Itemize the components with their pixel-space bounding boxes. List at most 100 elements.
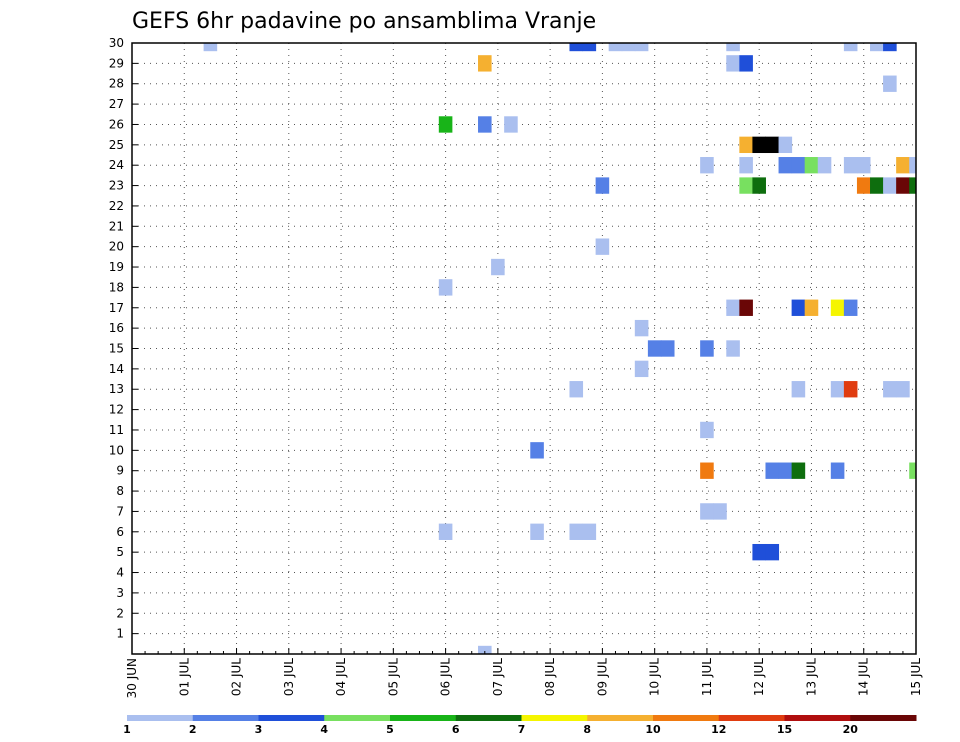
x-tick-label: 30 JUN — [125, 658, 139, 698]
precip-cell — [909, 462, 916, 479]
y-tick-label: 17 — [109, 301, 124, 315]
precip-cell — [726, 340, 740, 357]
colorbar-label: 12 — [711, 723, 726, 736]
y-tick-label: 24 — [109, 158, 124, 172]
x-tick-label: 11 JUL — [700, 658, 714, 696]
precip-cell — [634, 360, 649, 378]
precip-cell — [830, 299, 845, 316]
precip-cell — [739, 157, 753, 174]
colorbar-swatch — [390, 715, 457, 721]
precip-cell — [530, 523, 544, 540]
y-tick-label: 15 — [109, 342, 124, 356]
precip-cell — [478, 116, 492, 133]
y-tick-label: 22 — [109, 199, 124, 213]
y-tick-label: 25 — [109, 138, 124, 152]
precip-cell — [700, 340, 714, 357]
precip-cell — [595, 238, 610, 255]
precip-cell — [883, 177, 897, 194]
colorbar-swatch — [324, 715, 391, 721]
colorbar-swatch — [192, 715, 259, 721]
precip-cell — [700, 503, 714, 520]
y-axis: 1234567891011121314151617181920212223242… — [109, 36, 138, 641]
y-tick-label: 12 — [109, 403, 124, 417]
y-tick-label: 27 — [109, 97, 124, 111]
x-tick-label: 15 JUL — [909, 658, 923, 696]
x-tick-label: 10 JUL — [648, 658, 662, 696]
x-tick-label: 02 JUL — [230, 658, 244, 696]
data-cells — [203, 43, 916, 654]
colorbar-swatch — [653, 715, 720, 721]
precip-cell — [608, 43, 623, 52]
colorbar-label: 20 — [843, 723, 859, 736]
precip-cell — [726, 55, 740, 72]
precip-cell — [817, 157, 832, 174]
precip-cell — [752, 543, 766, 561]
precip-cell — [700, 421, 714, 439]
precip-cell — [896, 157, 910, 174]
x-tick-label: 08 JUL — [543, 658, 557, 696]
precip-cell — [791, 381, 806, 398]
y-tick-label: 6 — [116, 525, 124, 539]
colorbar-label: 5 — [386, 723, 394, 736]
precip-cell — [739, 136, 753, 154]
precip-cell — [752, 177, 766, 194]
colorbar-label: 4 — [320, 723, 328, 736]
y-tick-label: 28 — [109, 77, 124, 91]
colorbar-swatch — [850, 715, 917, 721]
precip-cell — [830, 462, 845, 479]
precip-cell — [883, 43, 897, 52]
precip-cell — [909, 157, 916, 174]
precip-cell — [504, 116, 518, 133]
colorbar-swatch — [258, 715, 325, 721]
precip-cell — [660, 340, 675, 357]
precip-cell — [843, 157, 858, 174]
precip-cell — [883, 381, 897, 398]
precip-cell — [478, 55, 492, 72]
precip-cell — [870, 177, 884, 194]
precip-cell — [739, 55, 753, 72]
grid-lines — [132, 43, 916, 654]
y-tick-label: 13 — [109, 382, 124, 396]
precip-cell — [856, 157, 871, 174]
precip-cell — [478, 645, 492, 654]
x-tick-label: 13 JUL — [804, 658, 818, 696]
x-tick-label: 06 JUL — [439, 658, 453, 696]
precip-cell — [778, 462, 793, 479]
precip-cell — [726, 299, 740, 316]
precip-cell — [700, 462, 714, 479]
y-tick-label: 26 — [109, 117, 124, 131]
precip-cell — [569, 523, 584, 540]
precip-cell — [804, 157, 819, 174]
precip-cell — [726, 43, 740, 52]
precip-cell — [582, 523, 597, 540]
y-tick-label: 1 — [116, 627, 124, 641]
precip-cell — [870, 43, 884, 52]
x-tick-label: 14 JUL — [857, 658, 871, 696]
x-tick-label: 07 JUL — [491, 658, 505, 696]
precip-cell — [830, 381, 845, 398]
colorbar-label: 2 — [189, 723, 197, 736]
precip-cell — [569, 43, 584, 52]
y-tick-label: 29 — [109, 56, 124, 70]
precip-cell — [778, 157, 793, 174]
precip-cell — [438, 523, 453, 540]
precip-cell — [843, 299, 858, 316]
precip-cell — [909, 177, 916, 194]
colorbar-swatch — [587, 715, 654, 721]
precip-cell — [896, 177, 910, 194]
colorbar-label: 8 — [583, 723, 591, 736]
precip-cell — [203, 43, 218, 52]
y-tick-label: 8 — [116, 484, 124, 498]
colorbar-label: 6 — [452, 723, 460, 736]
y-tick-label: 7 — [116, 504, 124, 518]
precip-cell — [765, 462, 780, 479]
precip-cell — [791, 462, 806, 479]
x-tick-label: 04 JUL — [334, 658, 348, 696]
colorbar-label: 15 — [777, 723, 792, 736]
y-tick-label: 5 — [116, 545, 124, 559]
precip-cell — [595, 177, 610, 194]
precip-cell — [843, 43, 858, 52]
colorbar-label: 10 — [645, 723, 661, 736]
y-tick-label: 11 — [109, 423, 124, 437]
